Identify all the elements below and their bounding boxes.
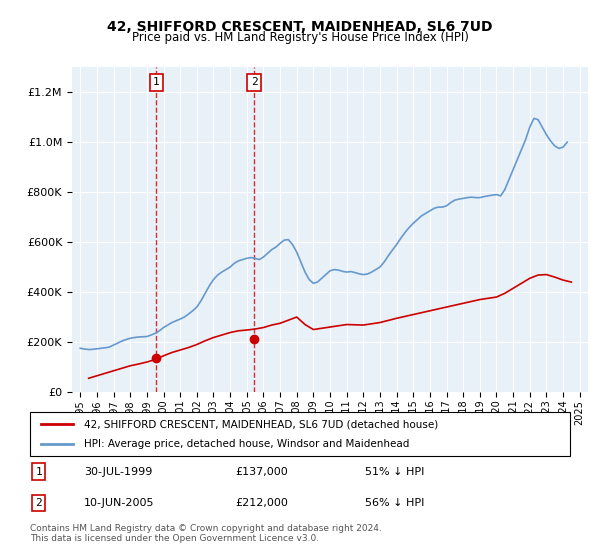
Text: £212,000: £212,000 [235, 498, 288, 508]
Text: Price paid vs. HM Land Registry's House Price Index (HPI): Price paid vs. HM Land Registry's House … [131, 31, 469, 44]
Text: 1: 1 [153, 77, 160, 87]
Text: 1: 1 [35, 466, 42, 477]
Text: 42, SHIFFORD CRESCENT, MAIDENHEAD, SL6 7UD (detached house): 42, SHIFFORD CRESCENT, MAIDENHEAD, SL6 7… [84, 419, 438, 429]
Text: 2: 2 [35, 498, 42, 508]
FancyBboxPatch shape [30, 412, 570, 456]
Text: 2: 2 [251, 77, 257, 87]
Text: 56% ↓ HPI: 56% ↓ HPI [365, 498, 424, 508]
Text: 10-JUN-2005: 10-JUN-2005 [84, 498, 155, 508]
Text: 51% ↓ HPI: 51% ↓ HPI [365, 466, 424, 477]
Text: 30-JUL-1999: 30-JUL-1999 [84, 466, 152, 477]
Text: £137,000: £137,000 [235, 466, 288, 477]
Text: 42, SHIFFORD CRESCENT, MAIDENHEAD, SL6 7UD: 42, SHIFFORD CRESCENT, MAIDENHEAD, SL6 7… [107, 20, 493, 34]
Text: Contains HM Land Registry data © Crown copyright and database right 2024.
This d: Contains HM Land Registry data © Crown c… [30, 524, 382, 543]
Text: HPI: Average price, detached house, Windsor and Maidenhead: HPI: Average price, detached house, Wind… [84, 439, 409, 449]
